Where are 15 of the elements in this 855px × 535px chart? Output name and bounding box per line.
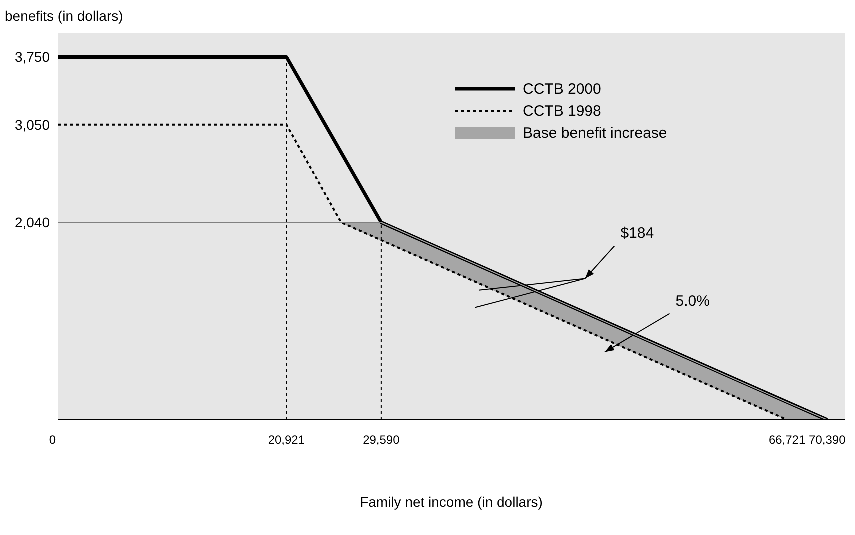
x-tick-label: 20,921 [268,433,306,447]
x-tick-label: 66,721 [768,433,806,447]
y-axis-title: benefits (in dollars) [5,8,124,24]
x-tick-label: 0 [49,433,56,447]
x-tick-label: 70,390 [809,433,846,447]
legend-label: CCTB 2000 [523,80,602,98]
y-tick-label: 3,750 [14,49,50,66]
annotation: $184 [620,225,654,242]
legend-label: CCTB 1998 [523,102,602,120]
x-axis-title: Family net income (in dollars) [359,494,544,510]
x-tick-label: 29,590 [363,433,400,447]
annotation: 5.0% [676,292,710,310]
legend-label: Base benefit increase [523,124,668,142]
y-tick-label: 2,040 [14,214,50,231]
y-tick-label: 3,050 [14,116,50,133]
